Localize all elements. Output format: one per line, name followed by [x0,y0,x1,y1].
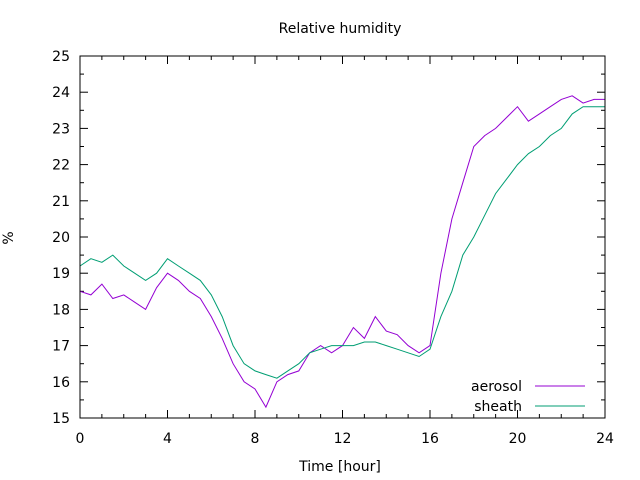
y-tick-label: 18 [52,302,70,318]
x-axis-label: Time [hour] [298,459,381,475]
y-tick-label: 20 [52,230,70,246]
y-axis-label: % [1,231,17,244]
y-tick-label: 15 [52,411,70,427]
x-tick-label: 16 [421,431,439,447]
x-tick-label: 8 [251,431,260,447]
legend-label: aerosol [471,379,522,395]
plot-frame [79,55,606,419]
axis-ticks: 15 16 17 18 19 20 21 22 23 24 25 0 4 8 12 16 20 24 [52,49,614,447]
y-tick-label: 17 [52,339,70,355]
y-tick-label: 19 [52,266,70,282]
x-tick-label: 12 [334,431,352,447]
chart-title: Relative humidity [279,21,402,37]
y-tick-label: 21 [52,194,70,210]
y-tick-label: 22 [52,158,70,174]
x-tick-label: 0 [76,431,85,447]
data-series [79,95,605,409]
y-tick-label: 25 [52,49,70,65]
y-tick-label: 16 [52,375,70,391]
legend: aerosol sheath [471,379,585,415]
y-tick-label: 24 [52,85,70,101]
x-tick-label: 4 [163,431,172,447]
legend-label: sheath [474,399,522,415]
series-line-aerosol [79,95,605,409]
series-line-sheath [79,106,605,379]
x-tick-label: 24 [596,431,614,447]
x-tick-label: 20 [509,431,527,447]
y-tick-label: 23 [52,121,70,137]
